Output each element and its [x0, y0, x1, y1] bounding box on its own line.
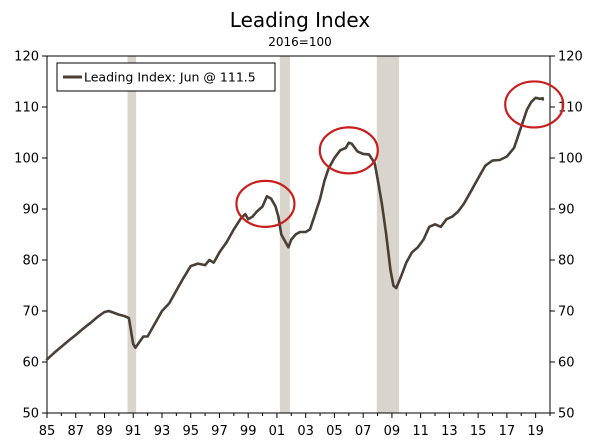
highlight-circle-3	[504, 80, 565, 129]
y-tick-label-right: 60	[558, 356, 575, 371]
x-tick-label: 87	[67, 424, 84, 439]
x-tick-label: 15	[470, 424, 487, 439]
y-tick-label-left: 110	[14, 101, 39, 116]
x-tick-label: 85	[39, 424, 56, 439]
highlight-circle-1	[235, 179, 296, 228]
x-tick-label: 99	[240, 424, 257, 439]
series-layer	[45, 96, 545, 361]
y-tick-label-right: 120	[558, 50, 583, 65]
y-tick-label-left: 90	[22, 203, 39, 218]
y-tick-label-left: 100	[14, 152, 39, 167]
y-tick-label-left: 50	[22, 407, 39, 422]
x-tick-label: 07	[355, 424, 372, 439]
highlight-circle-2	[318, 126, 379, 175]
x-tick-label: 13	[441, 424, 458, 439]
x-tick-label: 95	[182, 424, 199, 439]
recession-shading-layer	[127, 56, 400, 413]
x-tick-label: 97	[211, 424, 228, 439]
x-tick-label: 93	[154, 424, 171, 439]
highlight-layer	[235, 80, 565, 228]
y-tick-label-left: 70	[22, 305, 39, 320]
x-tick-label: 91	[125, 424, 142, 439]
x-tick-label: 05	[326, 424, 343, 439]
y-tick-label-right: 90	[558, 203, 575, 218]
recession-band-1	[127, 56, 137, 413]
x-tick-label: 17	[499, 424, 516, 439]
x-tick-label: 01	[269, 424, 286, 439]
recession-band-2	[279, 56, 290, 413]
y-tick-label-right: 50	[558, 407, 575, 422]
y-tick-label-right: 80	[558, 254, 575, 269]
series-line-leading-index	[45, 96, 545, 361]
recession-band-3	[376, 56, 400, 413]
plot-frame	[46, 55, 551, 414]
x-tick-label: 03	[297, 424, 314, 439]
chart-title: Leading Index	[230, 8, 371, 32]
x-tick-label: 19	[527, 424, 544, 439]
x-tick-label: 89	[96, 424, 113, 439]
legend-label: Leading Index: Jun @ 111.5	[84, 70, 256, 85]
y-tick-label-left: 80	[22, 254, 39, 269]
legend-box	[56, 62, 276, 92]
legend: Leading Index: Jun @ 111.5	[56, 62, 276, 92]
x-tick-label: 11	[412, 424, 429, 439]
y-tick-label-right: 70	[558, 305, 575, 320]
chart-subtitle: 2016=100	[268, 35, 332, 49]
y-tick-label-left: 120	[14, 50, 39, 65]
x-tick-label: 09	[384, 424, 401, 439]
y-tick-label-left: 60	[22, 356, 39, 371]
y-tick-label-right: 100	[558, 152, 583, 167]
